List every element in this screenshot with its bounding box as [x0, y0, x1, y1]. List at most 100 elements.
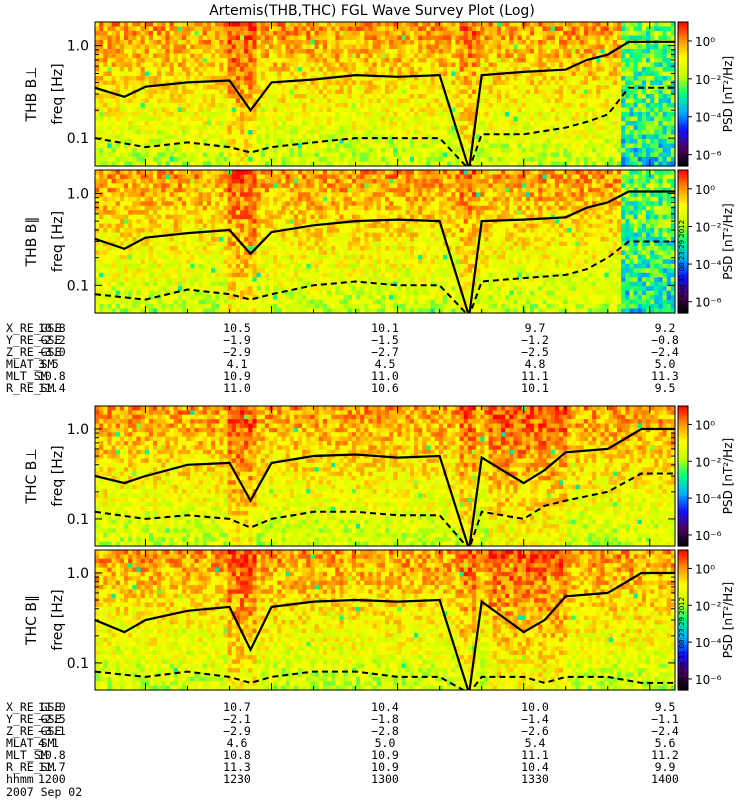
- spectrogram-cell: [364, 107, 370, 113]
- spectrogram-cell: [463, 62, 469, 68]
- spectrogram-cell: [335, 31, 341, 37]
- spectrogram-cell: [501, 35, 506, 41]
- spectrogram-cell: [186, 112, 191, 118]
- spectrogram-cell: [211, 85, 216, 91]
- spectrogram-cell: [654, 134, 660, 140]
- spectrogram-cell: [124, 268, 129, 274]
- spectrogram-cell: [111, 174, 117, 180]
- spectrogram-cell: [385, 49, 390, 55]
- spectrogram-cell: [119, 67, 125, 73]
- spectrogram-cell: [670, 31, 676, 37]
- spectrogram-cell: [571, 98, 577, 104]
- spectrogram-cell: [231, 94, 237, 100]
- spectrogram-cell: [273, 103, 278, 109]
- spectrogram-cell: [223, 148, 229, 154]
- spectrogram-cell: [132, 148, 138, 154]
- spectrogram-cell: [633, 22, 639, 28]
- spectrogram-cell: [546, 130, 552, 136]
- spectrogram-cell: [277, 98, 283, 104]
- spectrogram-cell: [277, 71, 283, 77]
- spectrogram-cell: [650, 89, 655, 95]
- spectrogram-cell: [488, 44, 494, 50]
- spectrogram-cell: [107, 250, 113, 256]
- spectrogram-cell: [347, 22, 353, 28]
- spectrogram-cell: [525, 134, 531, 140]
- spectrogram-cell: [107, 62, 113, 68]
- spectrogram-cell: [633, 31, 639, 37]
- spectrogram-cell: [455, 44, 461, 50]
- spectrogram-cell: [211, 31, 216, 37]
- spectrogram-cell: [99, 232, 104, 238]
- spectrogram-cell: [95, 148, 100, 154]
- spectrogram-cell: [244, 53, 249, 59]
- spectrogram-cell: [335, 49, 341, 55]
- spectrogram-cell: [567, 148, 573, 154]
- spectrogram-cell: [525, 139, 531, 145]
- spectrogram-cell: [575, 26, 581, 32]
- spectrogram-cell: [414, 67, 419, 73]
- spectrogram-cell: [501, 107, 506, 113]
- spectrogram-cell: [132, 152, 138, 158]
- spectrogram-cell: [351, 116, 357, 122]
- spectrogram-cell: [372, 62, 378, 68]
- spectrogram-cell: [617, 53, 622, 59]
- spectrogram-cell: [322, 121, 328, 127]
- spectrogram-cell: [575, 89, 581, 95]
- spectrogram-cell: [389, 62, 394, 68]
- spectrogram-cell: [124, 121, 129, 127]
- spectrogram-cell: [310, 58, 316, 64]
- spectrogram-cell: [198, 89, 204, 95]
- spectrogram-cell: [418, 53, 423, 59]
- spectrogram-cell: [484, 112, 490, 118]
- spectrogram-cell: [140, 259, 146, 265]
- spectrogram-cell: [604, 107, 610, 113]
- spectrogram-cell: [608, 40, 614, 46]
- spectrogram-cell: [571, 152, 577, 158]
- spectrogram-cell: [351, 44, 357, 50]
- spectrogram-cell: [670, 112, 676, 118]
- spectrogram-cell: [575, 85, 581, 91]
- spectrogram-cell: [306, 143, 312, 149]
- spectrogram-cell: [608, 80, 614, 86]
- spectrogram-cell: [563, 139, 568, 145]
- spectrogram-cell: [368, 35, 374, 41]
- spectrogram-cell: [194, 148, 200, 154]
- spectrogram-cell: [434, 44, 440, 50]
- spectrogram-cell: [264, 44, 270, 50]
- spectrogram-cell: [447, 58, 452, 64]
- spectrogram-cell: [579, 31, 585, 37]
- spectrogram-cell: [169, 35, 175, 41]
- spectrogram-cell: [447, 112, 452, 118]
- spectrogram-cell: [438, 130, 444, 136]
- spectrogram-cell: [148, 98, 154, 104]
- spectrogram-cell: [99, 148, 104, 154]
- spectrogram-cell: [285, 103, 291, 109]
- spectrogram-cell: [327, 112, 332, 118]
- spectrogram-cell: [103, 40, 109, 46]
- spectrogram-cell: [575, 134, 581, 140]
- spectrogram-cell: [256, 125, 262, 131]
- spectrogram-cell: [480, 26, 486, 32]
- spectrogram-cell: [223, 26, 229, 32]
- spectrogram-cell: [115, 76, 121, 82]
- spectrogram-cell: [186, 22, 191, 28]
- spectrogram-cell: [641, 26, 647, 32]
- spectrogram-cell: [604, 44, 610, 50]
- spectrogram-cell: [219, 85, 225, 91]
- spectrogram-cell: [248, 40, 254, 46]
- spectrogram-cell: [372, 89, 378, 95]
- spectrogram-cell: [119, 277, 125, 283]
- spectrogram-cell: [637, 107, 643, 113]
- spectrogram-cell: [169, 67, 175, 73]
- spectrogram-cell: [148, 152, 154, 158]
- spectrogram-cell: [588, 112, 593, 118]
- spectrogram-cell: [393, 62, 399, 68]
- spectrogram-cell: [298, 67, 303, 73]
- spectrogram-cell: [596, 157, 602, 163]
- spectrogram-cell: [107, 299, 113, 305]
- spectrogram-cell: [140, 241, 146, 247]
- spectrogram-cell: [567, 85, 573, 91]
- spectrogram-cell: [409, 139, 415, 145]
- spectrogram-cell: [592, 58, 597, 64]
- spectrogram-cell: [650, 67, 655, 73]
